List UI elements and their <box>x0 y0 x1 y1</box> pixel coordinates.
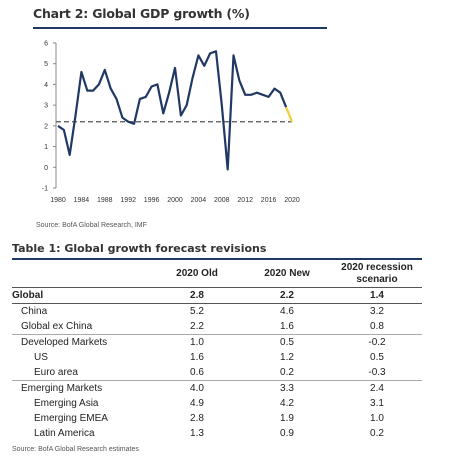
y-ticks: -1 0 1 2 3 4 5 6 <box>42 41 56 193</box>
table-row-label: Developed Markets <box>12 333 152 350</box>
table-cell: 1.6 <box>280 320 294 332</box>
table-cell: 1.0 <box>152 333 242 350</box>
x-tick-label: 2000 <box>167 197 183 204</box>
table-source: Source: BofA Global Research estimates <box>12 446 139 453</box>
y-tick-label: 4 <box>44 82 48 89</box>
table-cell: 3.3 <box>242 379 332 396</box>
table-row: US 1.6 1.2 0.5 <box>12 350 422 365</box>
table-cell: 0.5 <box>370 351 384 363</box>
table-header-2020-old: 2020 Old <box>152 261 242 288</box>
table-row-label: Emerging Asia <box>34 397 99 409</box>
table-cell: 1.4 <box>332 287 422 304</box>
table-cell: 1.0 <box>370 412 384 424</box>
x-tick-label: 2004 <box>191 197 207 204</box>
table-cell: 5.2 <box>190 305 204 317</box>
x-tick-label: 1988 <box>97 197 113 204</box>
table-cell: 0.6 <box>190 366 204 378</box>
gdp-growth-chart: -1 0 1 2 3 4 5 6 1980 1984 1988 1992 1996 2000 2004 20… <box>42 41 300 205</box>
x-tick-label: 1980 <box>50 197 66 204</box>
table-row: Global ex China 2.2 1.6 0.8 <box>12 319 422 335</box>
table-cell: 1.6 <box>190 351 204 363</box>
table-title: Table 1: Global growth forecast revision… <box>12 242 267 255</box>
table-row: Latin America 1.3 0.9 0.2 <box>12 426 422 441</box>
table-row-label: China <box>21 305 48 317</box>
table-title-rule <box>12 258 422 260</box>
forecast-table: 2020 Old 2020 New 2020 recession scenari… <box>12 261 422 441</box>
table-cell: -0.3 <box>368 366 386 378</box>
table-row: Emerging EMEA 2.8 1.9 1.0 <box>12 411 422 426</box>
table-cell: 1.2 <box>280 351 294 363</box>
table-cell: 4.9 <box>190 397 204 409</box>
table-cell: 2.2 <box>190 320 204 332</box>
table-cell: 4.6 <box>280 305 294 317</box>
table-row-label: Emerging EMEA <box>34 412 108 424</box>
table-cell: 0.5 <box>242 333 332 350</box>
table-body: Global 2.8 2.2 1.4 China 5.2 4.6 3.2 Global ex C… <box>12 287 422 441</box>
x-tick-label: 1992 <box>120 197 136 204</box>
table-cell: 2.8 <box>152 287 242 304</box>
y-tick-label: 0 <box>44 165 48 172</box>
table-cell: -0.2 <box>332 333 422 350</box>
table-row: Emerging Asia 4.9 4.2 3.1 <box>12 396 422 411</box>
table-cell: 0.2 <box>370 427 384 439</box>
y-tick-label: 3 <box>44 103 48 110</box>
table-header-row: 2020 Old 2020 New 2020 recession scenari… <box>12 261 422 288</box>
table-row: Global 2.8 2.2 1.4 <box>12 287 422 304</box>
x-tick-label: 2020 <box>284 197 300 204</box>
table-row: Emerging Markets 4.0 3.3 2.4 <box>12 379 422 396</box>
y-tick-label: 6 <box>44 41 48 48</box>
table-row-label: US <box>34 351 48 363</box>
y-tick-label: -1 <box>42 186 48 193</box>
table-cell: 0.8 <box>370 320 384 332</box>
table-cell: 4.0 <box>152 379 242 396</box>
table-cell: 4.2 <box>280 397 294 409</box>
table-row-label: Emerging Markets <box>12 379 152 396</box>
table-cell: 3.1 <box>370 397 384 409</box>
table-cell: 1.9 <box>280 412 294 424</box>
series-line-history <box>57 50 288 171</box>
table-row-label: Global <box>12 287 152 304</box>
y-tick-label: 2 <box>44 123 48 130</box>
x-ticks: 1980 1984 1988 1992 1996 2000 2004 2008 2012 2016… <box>50 197 300 204</box>
table-cell: 2.4 <box>332 379 422 396</box>
x-tick-label: 2008 <box>214 197 230 204</box>
chart-title: Chart 2: Global GDP growth (%) <box>33 6 250 21</box>
x-tick-label: 2016 <box>261 197 277 204</box>
chart-title-rule <box>33 27 327 29</box>
series-line-projection <box>285 106 294 123</box>
table-header-2020-new: 2020 New <box>242 261 332 288</box>
x-tick-label: 1996 <box>144 197 160 204</box>
table-row: Developed Markets 1.0 0.5 -0.2 <box>12 333 422 350</box>
x-tick-label: 1984 <box>74 197 90 204</box>
table-row-label: Euro area <box>34 366 78 378</box>
table-row-label: Latin America <box>34 427 95 439</box>
table-cell: 3.2 <box>370 305 384 317</box>
x-tick-label: 2012 <box>237 197 253 204</box>
chart-source: Source: BofA Global Research, IMF <box>36 222 147 229</box>
table-row: China 5.2 4.6 3.2 <box>12 303 422 319</box>
table-row-label: Global ex China <box>21 320 93 332</box>
table-header-recession: 2020 recession scenario <box>332 261 422 288</box>
table-cell: 2.2 <box>242 287 332 304</box>
table-header-blank <box>12 261 152 288</box>
y-tick-label: 5 <box>44 61 48 68</box>
table-cell: 0.9 <box>280 427 294 439</box>
y-tick-label: 1 <box>44 144 48 151</box>
table-cell: 0.2 <box>280 366 294 378</box>
table-row: Euro area 0.6 0.2 -0.3 <box>12 365 422 381</box>
table-cell: 2.8 <box>190 412 204 424</box>
table-cell: 1.3 <box>190 427 204 439</box>
